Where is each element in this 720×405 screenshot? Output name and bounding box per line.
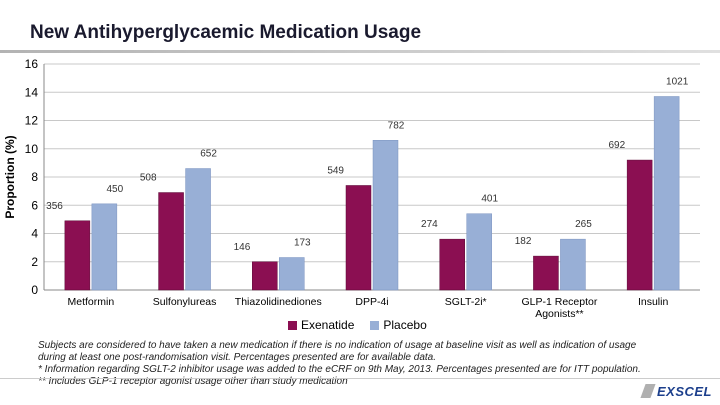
data-label-placebo-3: 782 xyxy=(388,120,405,131)
data-label-exenatide-3: 549 xyxy=(327,165,344,176)
bar-exenatide-6 xyxy=(626,159,653,291)
y-tick-label-16: 16 xyxy=(25,57,39,71)
data-label-placebo-4: 401 xyxy=(481,194,498,205)
data-label-exenatide-5: 182 xyxy=(515,236,532,247)
y-tick-label-6: 6 xyxy=(31,198,38,212)
footnote-2: during at least one post-randomisation v… xyxy=(38,352,437,363)
legend-item-exenatide: Exenatide xyxy=(288,318,354,332)
footnote-3: * Information regarding SGLT-2 inhibitor… xyxy=(38,364,641,375)
data-label-exenatide-4: 274 xyxy=(421,219,438,230)
x-tick-label-5-0: GLP-1 Receptor xyxy=(521,296,597,308)
logo-text: EXSCEL xyxy=(656,383,712,399)
y-tick-label-10: 10 xyxy=(25,142,39,156)
bar-exenatide-2 xyxy=(252,261,278,291)
bar-exenatide-4 xyxy=(439,238,465,291)
footer-divider xyxy=(0,378,720,379)
data-label-placebo-2: 173 xyxy=(294,238,311,249)
bar-exenatide-0 xyxy=(64,220,91,291)
legend-swatch-exenatide xyxy=(288,320,297,330)
y-tick-label-14: 14 xyxy=(25,85,39,99)
y-axis-label: Proportion (%) xyxy=(3,135,17,218)
title-bar xyxy=(0,0,720,48)
data-label-exenatide-6: 692 xyxy=(608,140,625,151)
x-tick-label-5-1: Agonists** xyxy=(535,308,583,320)
bar-placebo-1 xyxy=(185,168,211,291)
y-tick-label-4: 4 xyxy=(31,227,38,241)
exscel-logo: EXSCEL xyxy=(640,380,712,402)
data-label-placebo-0: 450 xyxy=(107,184,124,195)
bar-placebo-0 xyxy=(91,203,118,291)
data-label-exenatide-2: 146 xyxy=(234,242,251,253)
y-tick-label-2: 2 xyxy=(31,255,38,269)
legend-label-exenatide: Exenatide xyxy=(301,318,355,332)
x-tick-label-2-0: Thiazolidinediones xyxy=(235,296,322,308)
bar-placebo-2 xyxy=(279,257,305,291)
legend-item-placebo: Placebo xyxy=(370,318,427,332)
y-tick-label-12: 12 xyxy=(25,114,39,128)
x-tick-label-6-0: Insulin xyxy=(638,296,669,308)
data-label-exenatide-0: 356 xyxy=(46,201,63,212)
bar-placebo-5 xyxy=(560,238,586,291)
data-label-placebo-1: 652 xyxy=(200,149,217,160)
legend-swatch-placebo xyxy=(370,320,380,330)
bar-placebo-6 xyxy=(653,96,680,291)
x-tick-label-0-0: Metformin xyxy=(68,296,115,308)
footnote-4: ** Includes GLP-1 receptor agonist usage… xyxy=(38,376,348,387)
x-tick-label-1-0: Sulfonylureas xyxy=(153,296,217,308)
footnote-1: Subjects are considered to have taken a … xyxy=(38,340,637,351)
chart-legend: Exenatide Placebo xyxy=(288,318,427,332)
x-tick-label-3-0: DPP-4i xyxy=(355,296,388,308)
bar-placebo-3 xyxy=(372,140,399,291)
bar-exenatide-1 xyxy=(158,192,184,291)
bar-exenatide-3 xyxy=(345,185,372,291)
bar-placebo-4 xyxy=(466,213,492,291)
legend-label-placebo: Placebo xyxy=(383,318,427,332)
data-label-placebo-5: 265 xyxy=(575,219,592,230)
y-tick-label-8: 8 xyxy=(31,170,38,184)
logo-mark-icon xyxy=(640,384,656,398)
data-label-placebo-6: 1021 xyxy=(666,76,689,87)
x-tick-label-4-0: SGLT-2i* xyxy=(445,296,487,308)
bar-exenatide-5 xyxy=(533,255,559,291)
title-divider xyxy=(0,50,720,53)
y-tick-label-0: 0 xyxy=(31,283,38,297)
data-label-exenatide-1: 508 xyxy=(140,173,157,184)
page-title: New Antihyperglycaemic Medication Usage xyxy=(30,22,422,43)
